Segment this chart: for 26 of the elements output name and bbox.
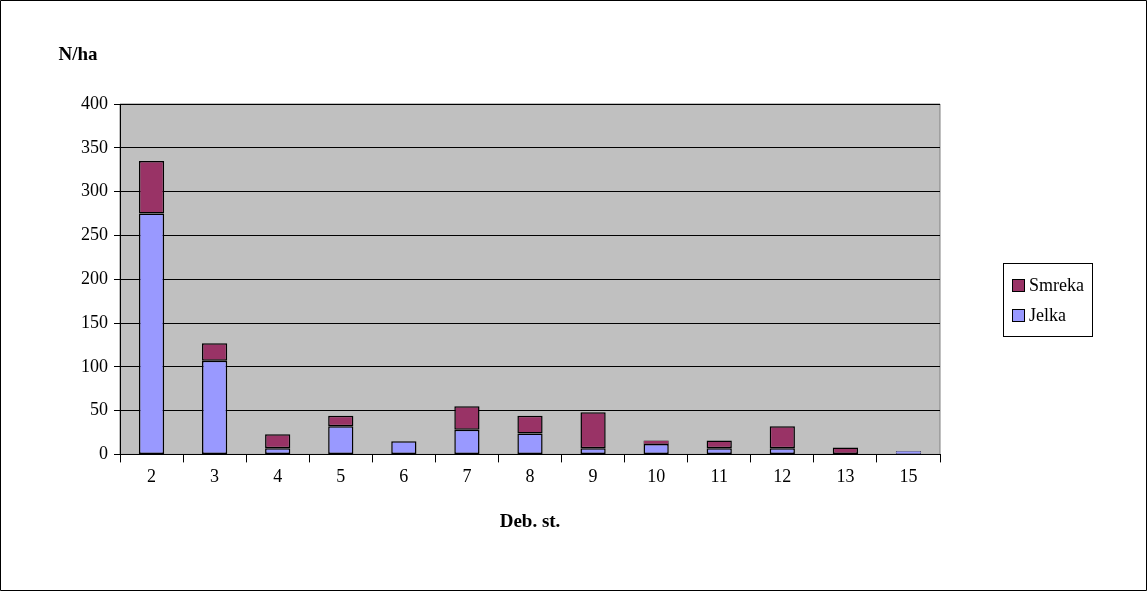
x-tick-label: 4 — [273, 465, 283, 486]
x-axis-title: Deb. st. — [499, 509, 561, 531]
y-tick-label: 100 — [81, 355, 108, 376]
y-tick-label: 150 — [81, 311, 108, 332]
x-tick-label: 8 — [525, 465, 535, 486]
y-tick-label: 300 — [81, 180, 108, 201]
y-tick-label: 250 — [81, 224, 108, 245]
x-tick-label: 9 — [588, 465, 598, 486]
legend-label: Jelka — [1029, 304, 1066, 326]
x-tick-label: 15 — [899, 465, 918, 486]
y-tick-label: 200 — [81, 267, 108, 288]
x-tick-label: 10 — [647, 465, 666, 486]
y-tick-label: 50 — [90, 399, 108, 420]
legend-label: Smreka — [1029, 274, 1084, 296]
y-tick-label: 400 — [81, 92, 108, 113]
x-tick-label: 11 — [710, 465, 728, 486]
y-axis-title: N/ha — [58, 42, 99, 64]
x-tick-label: 7 — [462, 465, 472, 486]
x-tick-label: 13 — [836, 465, 855, 486]
y-tick-label: 0 — [99, 443, 108, 464]
x-tick-label: 6 — [399, 465, 409, 486]
y-tick-label: 350 — [81, 136, 108, 157]
x-tick-label: 12 — [773, 465, 792, 486]
x-tick-label: 5 — [336, 465, 346, 486]
x-tick-label: 3 — [210, 465, 220, 486]
x-tick-label: 2 — [147, 465, 157, 486]
